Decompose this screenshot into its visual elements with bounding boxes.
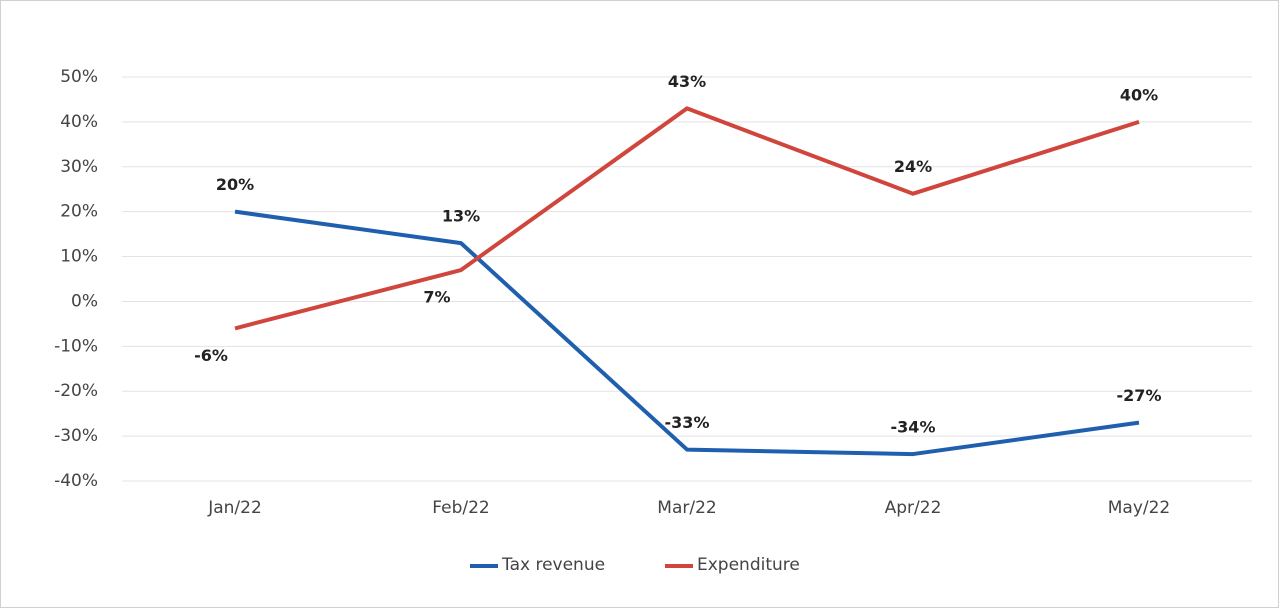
data-label: -34% <box>891 418 936 437</box>
x-tick-label: Apr/22 <box>885 498 942 518</box>
data-label: -27% <box>1117 386 1162 405</box>
data-label: 20% <box>216 175 254 194</box>
y-tick-label: -10% <box>54 336 98 356</box>
x-tick-label: Mar/22 <box>657 498 716 518</box>
y-tick-label: -20% <box>54 381 98 401</box>
data-label: -6% <box>194 346 228 365</box>
legend-label: Expenditure <box>697 555 800 575</box>
line <box>234 209 1140 457</box>
y-tick-label: 20% <box>60 202 98 222</box>
y-tick-label: 0% <box>71 291 98 311</box>
data-label: 7% <box>423 288 450 307</box>
y-tick-label: -40% <box>54 471 98 491</box>
y-tick-label: 50% <box>60 67 98 87</box>
data-label: 40% <box>1120 85 1158 104</box>
y-tick-label: 10% <box>60 247 98 267</box>
data-label: -33% <box>665 413 710 432</box>
x-tick-label: May/22 <box>1108 498 1171 518</box>
line <box>234 106 1140 331</box>
y-tick-label: -30% <box>54 426 98 446</box>
data-label: 24% <box>894 157 932 176</box>
y-tick-label: 30% <box>60 157 98 177</box>
x-tick-label: Jan/22 <box>207 498 262 518</box>
y-tick-label: 40% <box>60 112 98 132</box>
data-label: 43% <box>668 72 706 91</box>
data-label: 13% <box>442 207 480 226</box>
x-tick-label: Feb/22 <box>432 498 489 518</box>
legend-label: Tax revenue <box>501 555 605 575</box>
